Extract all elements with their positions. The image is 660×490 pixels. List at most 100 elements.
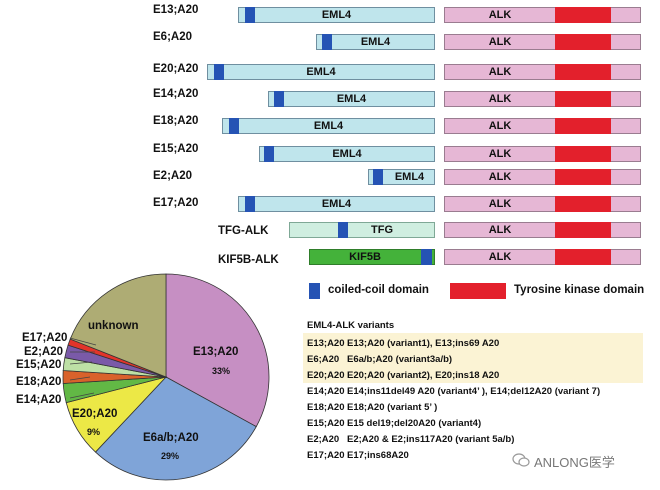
wechat-icon <box>512 453 530 470</box>
coiled-coil-domain <box>274 91 284 107</box>
variant-row: E18;A20 E18;A20 (variant 5’ ) <box>307 402 438 413</box>
alk-label: ALK <box>488 66 512 78</box>
tfg-bar: TFG <box>289 222 435 238</box>
eml4-bar: EML4 <box>222 118 435 134</box>
alk-bar: ALK <box>444 169 641 185</box>
pie-label-e14: E14;A20 <box>16 394 62 406</box>
partner-label: EML4 <box>332 148 362 160</box>
coiled-coil-domain <box>322 34 332 50</box>
partner-label: KIF5B <box>349 251 381 263</box>
alk-label: ALK <box>488 198 512 210</box>
coiled-coil-domain <box>229 118 239 134</box>
alk-label: ALK <box>488 171 512 183</box>
pie-label-e20: E20;A20 <box>72 408 118 420</box>
eml4-bar: EML4 <box>238 196 435 212</box>
coiled-coil-legend-label: coiled-coil domain <box>328 284 429 296</box>
alk-label: ALK <box>488 251 512 263</box>
alk-bar: ALK <box>444 7 641 23</box>
fusion-label: E2;A20 <box>153 170 192 182</box>
pie-leader-line <box>69 361 93 365</box>
pie-label-e18: E18;A20 <box>16 376 62 388</box>
pie-leader-line <box>69 392 95 399</box>
kif5b-bar: KIF5B <box>309 249 435 265</box>
pie-slice-e18-a20 <box>62 370 167 384</box>
eml4-bar: EML4 <box>368 169 435 185</box>
partner-label: EML4 <box>321 198 352 210</box>
alk-bar: ALK <box>444 222 641 238</box>
pie-leader-line <box>69 376 91 381</box>
alk-label: ALK <box>488 9 512 21</box>
alk-label: ALK <box>488 224 512 236</box>
tyrosine-kinase-domain <box>555 7 611 23</box>
eml4-bar: EML4 <box>238 7 435 23</box>
partner-label: EML4 <box>306 66 336 78</box>
tyrosine-kinase-domain <box>555 34 611 50</box>
alk-label: ALK <box>488 120 512 132</box>
tyrosine-kinase-domain <box>555 64 611 80</box>
pie-slice-e15-a20 <box>62 357 167 378</box>
tyrosine-kinase-domain <box>555 146 611 162</box>
pie-slice-e17-a20 <box>67 338 167 378</box>
tyrosine-kinase-domain <box>555 222 611 238</box>
coiled-coil-domain <box>245 196 255 212</box>
eml4-bar: EML4 <box>259 146 435 162</box>
coiled-coil-domain <box>373 169 383 185</box>
coiled-coil-domain <box>338 222 348 238</box>
pie-label-e15: E15;A20 <box>16 359 62 371</box>
eml4-bar: EML4 <box>316 34 435 50</box>
pie-leader-line <box>69 337 97 346</box>
pie-pct-e6: 29% <box>161 451 180 461</box>
alk-label: ALK <box>488 36 512 48</box>
partner-label: EML4 <box>321 9 352 21</box>
variants-title: EML4-ALK variants <box>307 320 395 331</box>
alk-label: ALK <box>488 148 512 160</box>
pie-label-e13: E13;A20 <box>193 346 239 358</box>
fusion-label: E6;A20 <box>153 31 192 43</box>
pie-pct-e20: 9% <box>87 427 101 437</box>
fusion-label: E15;A20 <box>153 143 199 155</box>
fusion-label: E20;A20 <box>153 63 199 75</box>
coiled-coil-domain <box>214 64 224 80</box>
eml4-bar: EML4 <box>207 64 435 80</box>
fusion-label: E13;A20 <box>153 4 199 16</box>
pie-label-e17: E17;A20 <box>22 332 68 344</box>
partner-label: EML4 <box>360 36 391 48</box>
tyrosine-kinase-domain <box>555 196 611 212</box>
variant-row: E17;A20 E17;ins68A20 <box>307 450 409 461</box>
variants-highlight <box>303 333 643 383</box>
alk-bar: ALK <box>444 64 641 80</box>
watermark: ANLONG医学 <box>512 452 615 471</box>
partner-label: EML4 <box>313 120 344 132</box>
variant-row: E15;A20 E15 del19;del20A20 (variant4) <box>307 418 482 429</box>
coiled-coil-domain <box>421 249 432 265</box>
alk-bar: ALK <box>444 196 641 212</box>
partner-label: EML4 <box>394 171 425 183</box>
alk-label: ALK <box>488 93 512 105</box>
fusion-label: TFG-ALK <box>218 225 269 237</box>
alk-bar: ALK <box>444 249 641 265</box>
variant-row: E14;A20 E14;ins11del49 A20 (variant4’ ), … <box>307 386 601 397</box>
coiled-coil-domain <box>264 146 274 162</box>
pie-label-unknown: unknown <box>88 320 139 332</box>
tyrosine-kinase-swatch <box>450 283 506 299</box>
pie-pct-e13: 33% <box>212 366 231 376</box>
variant-row: E2;A20 E2;A20 & E2;ins117A20 (variant 5a/… <box>307 434 515 445</box>
partner-label: EML4 <box>336 93 367 105</box>
coiled-coil-swatch <box>309 283 320 299</box>
fusion-label: E17;A20 <box>153 197 199 209</box>
tyrosine-kinase-domain <box>555 118 611 134</box>
fusion-label: E18;A20 <box>153 115 199 127</box>
pie-label-e2: E2;A20 <box>24 346 63 358</box>
alk-bar: ALK <box>444 91 641 107</box>
alk-bar: ALK <box>444 118 641 134</box>
variant-row: E20;A20 E20;A20 (variant2), E20;ins18 A20 <box>307 370 500 381</box>
pie-slice-e14-a20 <box>62 376 167 404</box>
alk-bar: ALK <box>444 146 641 162</box>
tyrosine-kinase-domain <box>555 169 611 185</box>
fusion-label: KIF5B-ALK <box>218 254 279 266</box>
watermark-text: ANLONG医学 <box>534 455 615 470</box>
alk-bar: ALK <box>444 34 641 50</box>
coiled-coil-domain <box>245 7 255 23</box>
tyrosine-kinase-domain <box>555 91 611 107</box>
eml4-bar: EML4 <box>268 91 435 107</box>
